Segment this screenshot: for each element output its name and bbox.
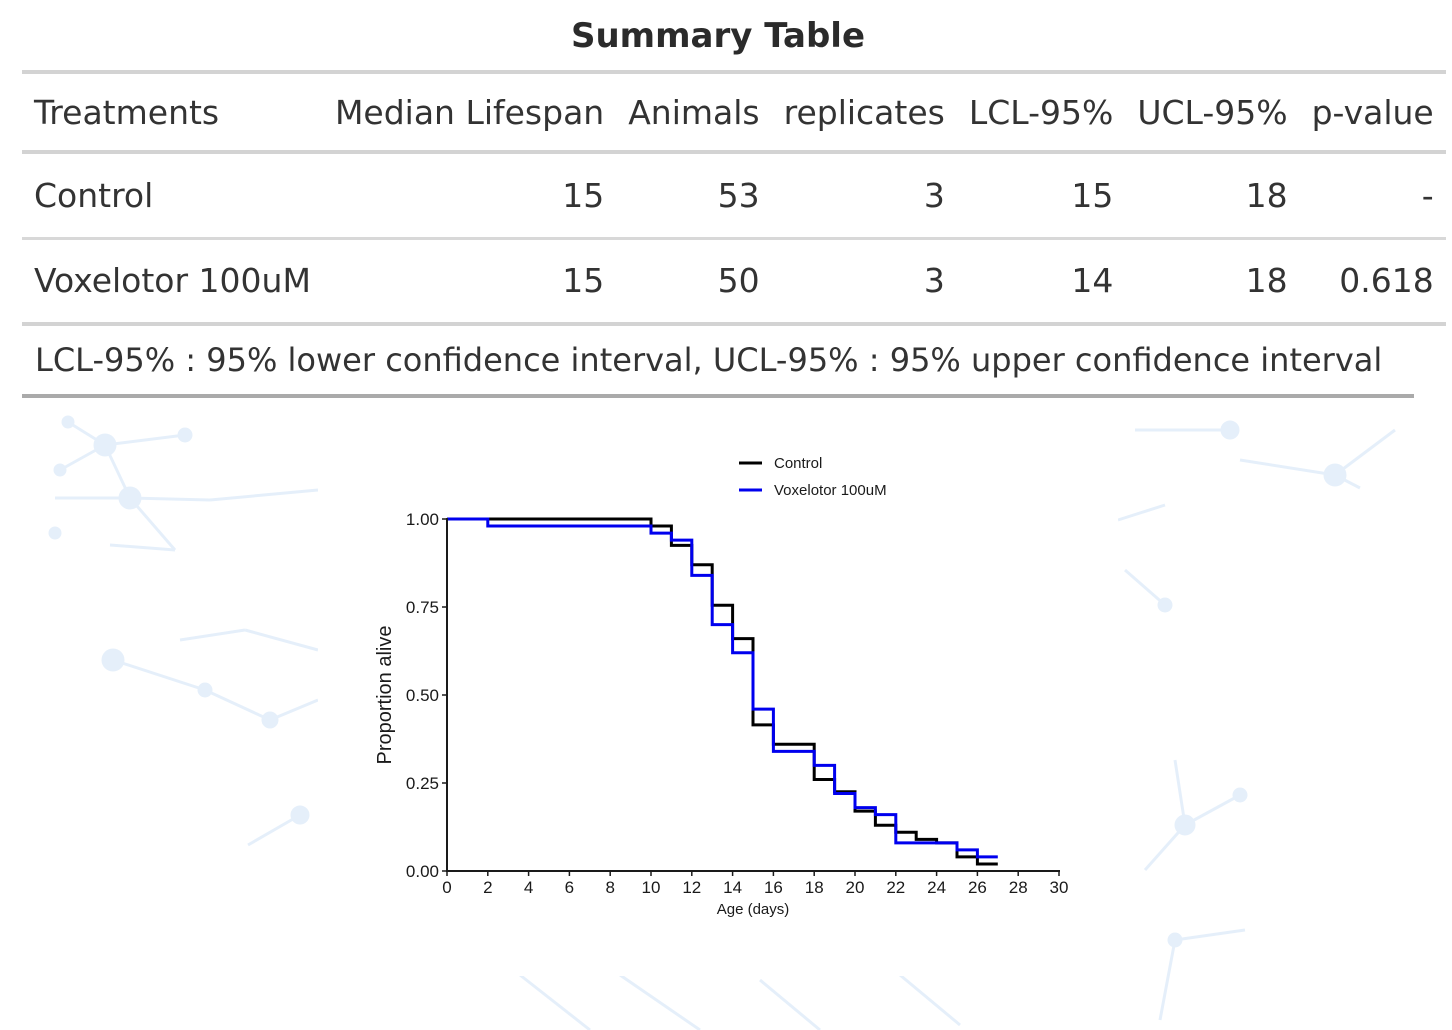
summary-table: Treatments Median Lifespan Animals repli…: [22, 70, 1446, 326]
column-header-p-value: p-value: [1311, 92, 1434, 132]
cell-median-lifespan: 15: [562, 261, 605, 301]
column-header-treatments: Treatments: [34, 92, 220, 132]
survival-chart-panel: [318, 404, 1118, 976]
x-tick-label: 10: [642, 878, 661, 897]
x-axis-label: Age (days): [717, 901, 790, 918]
cell-treatment: Voxelotor 100uM: [34, 261, 311, 301]
cell-median-lifespan: 15: [562, 175, 605, 215]
table-header-row: Treatments Median Lifespan Animals repli…: [22, 72, 1446, 152]
series-layer: [447, 517, 998, 866]
x-tick-label: 12: [682, 878, 701, 897]
x-tick-label: 8: [605, 878, 614, 897]
table-title: Summary Table: [570, 16, 866, 56]
x-tick-label: 20: [846, 878, 865, 897]
x-tick-label: 0: [442, 878, 451, 897]
cell-ucl: 18: [1245, 261, 1288, 301]
x-tick-label: 14: [723, 878, 742, 897]
y-tick-label: 0.50: [406, 686, 439, 705]
cell-p-value: -: [1421, 175, 1434, 215]
column-header-animals: Animals: [628, 92, 760, 132]
x-tick-label: 18: [805, 878, 824, 897]
y-tick-label: 1.00: [406, 510, 439, 529]
chart-legend: Control Voxelotor 100uM: [739, 455, 887, 499]
column-header-ucl: UCL-95%: [1137, 92, 1288, 132]
y-axis-label: Proportion alive: [374, 626, 396, 765]
y-tick-label: 0.75: [406, 598, 439, 617]
cell-treatment: Control: [34, 175, 154, 215]
x-tick-label: 24: [927, 878, 946, 897]
cell-animals: 53: [717, 175, 760, 215]
y-tick-label: 0.25: [406, 774, 439, 793]
cell-replicates: 3: [923, 175, 945, 215]
series-line-control: [447, 517, 998, 866]
table-row: Control 15 53 3 15 18 -: [22, 152, 1446, 238]
x-tick-label: 16: [764, 878, 783, 897]
cell-lcl: 15: [1071, 175, 1114, 215]
column-header-median-lifespan: Median Lifespan: [334, 92, 605, 132]
x-tick-label: 2: [483, 878, 492, 897]
legend-label: Voxelotor 100uM: [774, 482, 887, 499]
table-row: Voxelotor 100uM 15 50 3 14 18 0.618: [22, 238, 1446, 324]
cell-animals: 50: [717, 261, 760, 301]
cell-p-value: 0.618: [1339, 261, 1434, 301]
x-tick-label: 26: [968, 878, 987, 897]
x-tick-label: 4: [524, 878, 533, 897]
background-network-decoration: [48, 415, 1396, 1030]
x-tick-label: 30: [1050, 878, 1069, 897]
x-tick-label: 6: [565, 878, 574, 897]
legend-label: Control: [774, 455, 822, 472]
x-tick-label: 22: [886, 878, 905, 897]
summary-table-container: Treatments Median Lifespan Animals repli…: [22, 70, 1446, 398]
cell-replicates: 3: [923, 261, 945, 301]
table-footnote: LCL-95% : 95% lower confidence interval,…: [22, 326, 1414, 398]
series-line-voxelotor: [447, 517, 998, 859]
column-header-lcl: LCL-95%: [968, 92, 1114, 132]
y-tick-label: 0.00: [406, 862, 439, 881]
column-header-replicates: replicates: [783, 92, 945, 132]
cell-ucl: 18: [1245, 175, 1288, 215]
axis-ticks: 0 2 4 6 8 10 12 14 16 18 20 22 24 26 28 300.000.250.500…: [406, 510, 1069, 897]
x-tick-label: 28: [1009, 878, 1028, 897]
cell-lcl: 14: [1071, 261, 1114, 301]
